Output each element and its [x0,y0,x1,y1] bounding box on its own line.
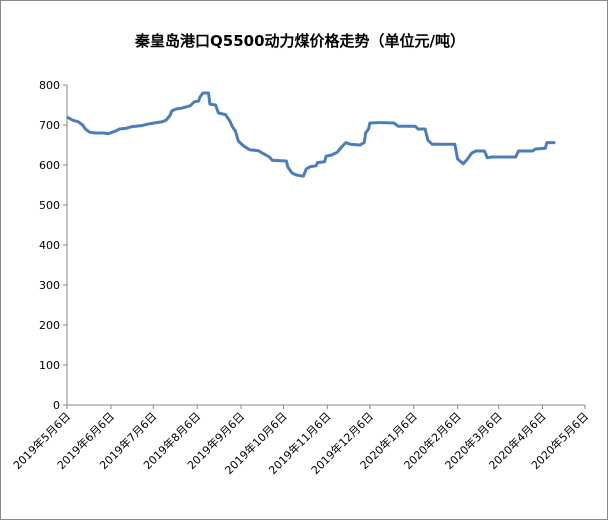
y-tick-label: 100 [39,359,60,372]
chart-title: 秦皇岛港口Q5500动力煤价格走势（单位元/吨） [134,32,465,50]
y-tick-label: 600 [39,159,60,172]
price-line [66,91,556,178]
y-tick-label: 0 [53,399,60,412]
y-tick-label: 500 [39,199,60,212]
y-tick-label: 300 [39,279,60,292]
y-tick-label: 800 [39,79,60,92]
y-tick-label: 700 [39,119,60,132]
y-tick-label: 400 [39,239,60,252]
y-tick-label: 200 [39,319,60,332]
